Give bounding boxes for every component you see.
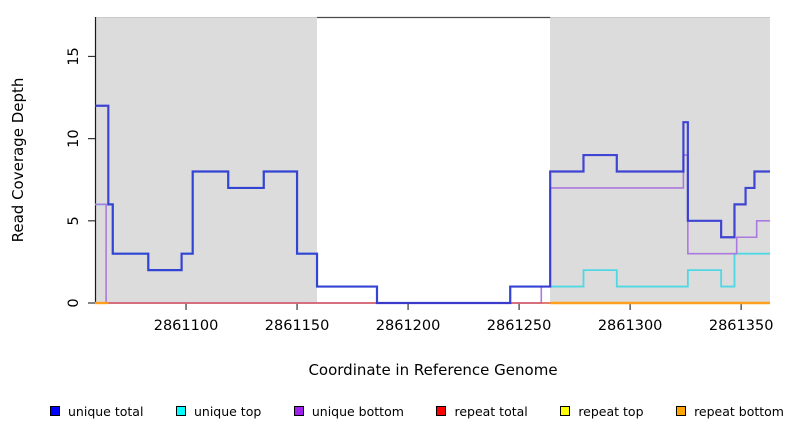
legend-label: repeat bottom — [694, 403, 784, 419]
x-tick-label: 2861350 — [709, 318, 774, 334]
legend-item-unique-total: unique total — [50, 404, 143, 419]
legend-label: unique bottom — [311, 403, 404, 419]
x-axis-label: Coordinate in Reference Genome — [308, 361, 558, 379]
x-tick-label: 2861150 — [265, 318, 330, 334]
x-tick-label: 2861100 — [154, 318, 219, 334]
legend-label: unique total — [68, 403, 144, 419]
legend: unique total unique top unique bottom repea… — [50, 401, 784, 421]
legend-item-repeat-total: repeat total — [436, 403, 528, 419]
legend-item-repeat-bottom: repeat bottom — [676, 404, 784, 419]
legend-item-repeat-top: repeat top — [560, 403, 644, 419]
legend-swatch-icon — [50, 406, 60, 416]
y-axis-label: Read Coverage Depth — [9, 77, 27, 243]
legend-swatch-icon — [560, 406, 571, 416]
y-tick-label: 5 — [66, 216, 82, 225]
shaded-region-1 — [95, 17, 318, 303]
legend-item-unique-bottom: unique bottom — [293, 403, 404, 419]
y-tick-label: 10 — [66, 129, 82, 147]
legend-swatch-icon — [676, 406, 687, 416]
legend-label: unique top — [193, 403, 262, 419]
legend-swatch-icon — [293, 406, 304, 416]
legend-swatch-icon — [436, 406, 447, 416]
y-tick-label: 0 — [66, 298, 82, 307]
x-tick-label: 2861200 — [376, 318, 441, 334]
x-tick-label: 2861300 — [598, 318, 663, 334]
y-tick-label: 15 — [66, 47, 82, 65]
legend-item-unique-top: unique top — [175, 403, 262, 419]
legend-swatch-icon — [175, 406, 186, 416]
x-tick-label: 2861250 — [487, 318, 552, 334]
shaded-region-2 — [550, 17, 770, 303]
legend-label: repeat total — [454, 403, 528, 419]
series-unique-total — [95, 104, 770, 305]
legend-label: repeat top — [578, 403, 644, 419]
